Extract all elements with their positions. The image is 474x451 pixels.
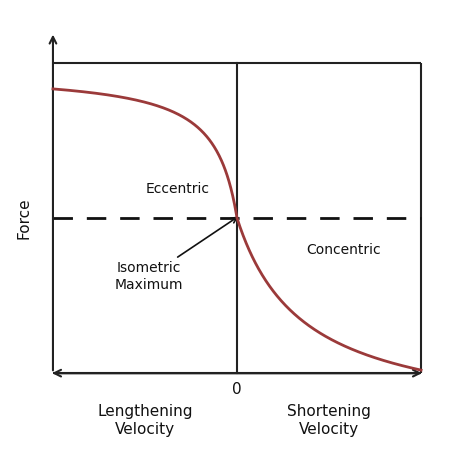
Text: Force: Force bbox=[16, 197, 31, 239]
Text: Eccentric: Eccentric bbox=[146, 182, 210, 196]
Text: Concentric: Concentric bbox=[306, 243, 381, 257]
Text: 0: 0 bbox=[232, 382, 242, 397]
Text: Shortening
Velocity: Shortening Velocity bbox=[287, 404, 371, 437]
Text: Lengthening
Velocity: Lengthening Velocity bbox=[97, 404, 193, 437]
Text: Isometric
Maximum: Isometric Maximum bbox=[114, 217, 237, 292]
